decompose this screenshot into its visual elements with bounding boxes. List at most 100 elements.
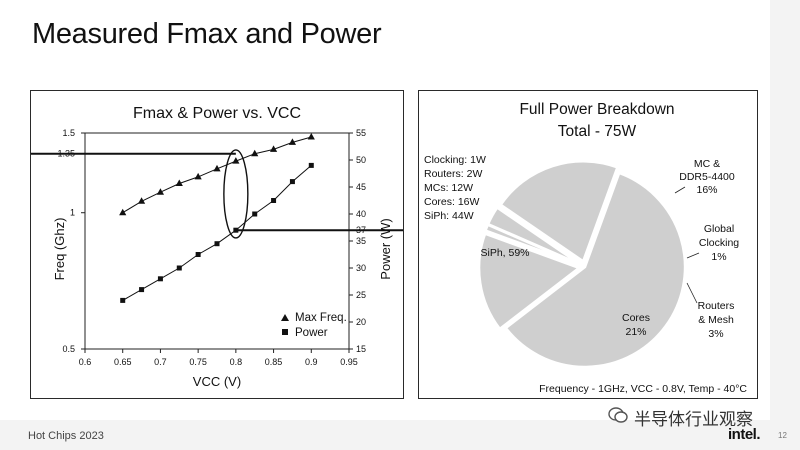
callout-line: MC & [694, 158, 720, 170]
y2-tick-label: 35 [356, 236, 366, 246]
chart-axes [81, 132, 353, 353]
callout-mc-ddr5: MC & DDR5-4400 16% [679, 158, 735, 196]
fmax-power-chart: Fmax & Power vs. VCC 0.6 0.65 0.7 0.75 0.8 0.… [31, 105, 403, 389]
y2-axis-label: Power (W) [378, 218, 393, 279]
freq-point [119, 208, 127, 216]
legend-line: Cores: 16W [424, 196, 480, 208]
pie-slice-cores [498, 160, 620, 264]
callout-line: Global [704, 223, 734, 235]
legend-line: Routers: 2W [424, 168, 482, 180]
chart-title: Fmax & Power vs. VCC [133, 105, 301, 122]
y2-tick-label: 25 [356, 290, 366, 300]
slide-title: Measured Fmax and Power [32, 18, 382, 50]
pie-footnote: Frequency - 1GHz, VCC - 0.8V, Temp - 40°… [539, 383, 747, 395]
x-tick-label: 0.7 [154, 357, 167, 367]
x-tick-label: 0.9 [305, 357, 318, 367]
slice-label-siph: SiPh, 59% [480, 247, 529, 259]
legend-triangle-marker [281, 314, 289, 321]
chart-annotations [31, 149, 403, 239]
power-point [195, 252, 201, 257]
intel-logo: intel. [728, 426, 761, 443]
watermark-text: 半导体行业观察 [634, 410, 753, 430]
y-tick-label: 0.5 [62, 344, 75, 354]
y2-tick-label: 20 [356, 317, 366, 327]
freq-point [156, 188, 165, 195]
footer-conference: Hot Chips 2023 [28, 430, 104, 442]
leader-line [674, 186, 686, 194]
wechat-icon [608, 407, 628, 423]
legend-line: Clocking: 1W [424, 154, 486, 166]
y2-tick-label: 40 [356, 209, 366, 219]
x-tick-label: 0.6 [79, 357, 92, 367]
footer-bar [0, 420, 800, 450]
page-number: 12 [778, 431, 787, 440]
leader-line [686, 252, 700, 259]
power-point [214, 241, 220, 247]
freq-point [175, 179, 183, 187]
power-point [120, 297, 126, 303]
freq-point [307, 132, 315, 140]
x-tick-label: 0.85 [265, 357, 283, 367]
callout-line: 3% [708, 328, 723, 340]
callout-line: 16% [696, 184, 717, 196]
series-line-square [122, 165, 312, 301]
x-tick-label: 0.8 [230, 357, 243, 367]
y2-tick-label: 50 [356, 155, 366, 165]
leader-line [686, 282, 698, 304]
y-axis-label: Freq (Ghz) [52, 218, 67, 281]
callout-global-clocking: Global Clocking 1% [699, 223, 739, 263]
slice-label-line: Cores [622, 312, 650, 324]
callout-line: Routers [698, 300, 735, 312]
callout-line: Clocking [699, 237, 739, 249]
pie-slice-routers-mesh [486, 205, 581, 266]
power-point [252, 211, 258, 217]
power-point [271, 198, 277, 203]
power-breakdown-panel: Full Power Breakdown Total - 75W Clockin… [418, 90, 758, 399]
freq-point [137, 197, 146, 204]
freq-point [213, 164, 221, 172]
power-point [289, 179, 295, 185]
x-tick-label: 0.75 [189, 357, 207, 367]
callout-line: 1% [711, 251, 726, 263]
y-tick-label: 1.5 [62, 128, 75, 138]
power-point [139, 287, 145, 293]
y2-tick-label: 45 [356, 182, 366, 192]
legend-label-power: Power [295, 327, 328, 339]
highlight-ellipse [223, 149, 249, 239]
watermark: 半导体行业观察 [608, 405, 788, 430]
pie-slice-mc-ddr5-4400 [477, 232, 582, 331]
callout-routers-mesh: Routers & Mesh 3% [698, 300, 735, 340]
fmax-power-chart-panel: Fmax & Power vs. VCC 0.6 0.65 0.7 0.75 0.8 0.… [30, 90, 404, 399]
legend-line: SiPh: 44W [424, 210, 474, 222]
slice-label-line: 21% [625, 326, 646, 338]
x-tick-label: 0.65 [114, 357, 132, 367]
freq-point [251, 149, 259, 157]
y2-tick-label: 15 [356, 344, 366, 354]
power-point [176, 265, 182, 271]
y2-tick-label: 55 [356, 128, 366, 138]
y-tick-label: 1 [70, 208, 75, 218]
freq-point [288, 138, 297, 145]
freq-point [194, 172, 202, 180]
x-tick-label: 0.95 [340, 357, 358, 367]
callout-line: DDR5-4400 [679, 171, 735, 183]
series-line-triangle [122, 136, 312, 214]
callout-line: & Mesh [698, 314, 734, 326]
callout-leader-lines [674, 186, 700, 304]
legend-line: MCs: 12W [424, 182, 473, 194]
power-breakdown-pie: Full Power Breakdown Total - 75W Clockin… [424, 101, 747, 395]
legend-label-max-freq: Max Freq. [295, 312, 347, 324]
slice-label-cores: Cores 21% [622, 312, 650, 338]
power-point [157, 276, 163, 282]
right-edge-strip [770, 0, 800, 420]
chart-marks [119, 132, 315, 303]
freq-point [269, 145, 278, 152]
pie-slices [477, 160, 687, 369]
freq-point [232, 157, 240, 164]
pie-subtitle: Total - 75W [558, 123, 637, 140]
x-axis-label: VCC (V) [193, 374, 241, 389]
slice-label-line: SiPh, 59% [480, 247, 529, 259]
legend-square-marker [282, 329, 288, 335]
pie-legend-box: Clocking: 1W Routers: 2W MCs: 12W Cores:… [424, 154, 486, 222]
